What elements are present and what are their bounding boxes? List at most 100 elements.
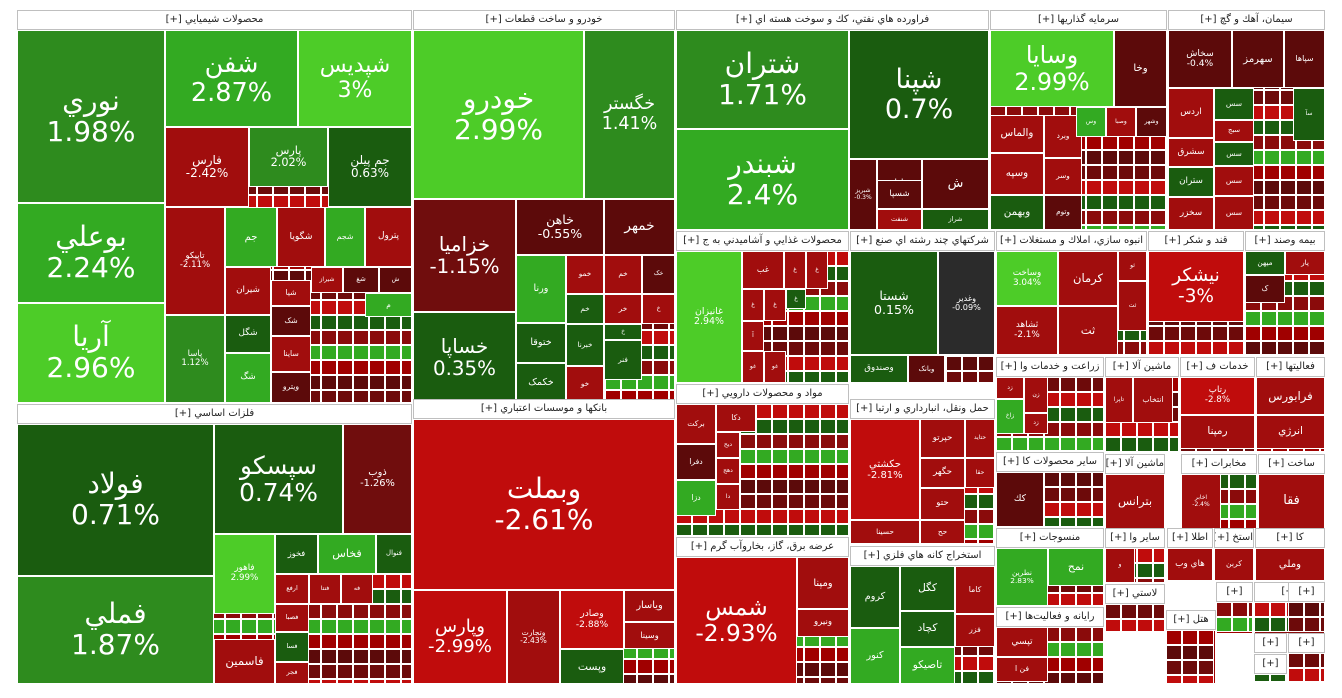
sector-title[interactable]: مخابرات [+] (1181, 454, 1257, 474)
stock-tile[interactable]: خودرو 2.99% (413, 30, 584, 199)
sector-title[interactable]: سرمايه گذاريها [+] (990, 10, 1167, 30)
sector-22[interactable]: مخابرات [+] اخابر -2.4% (1181, 454, 1257, 529)
stock-tile[interactable]: حكشتي -2.81% (850, 419, 920, 520)
stock-tile[interactable]: يار (1285, 251, 1325, 275)
stock-tile[interactable]: ارفع (275, 574, 309, 604)
stock-tile[interactable]: كربن (1214, 548, 1254, 581)
stock-tile[interactable]: وصبا (1106, 107, 1136, 137)
stock-tile[interactable]: شسپا (877, 180, 922, 209)
sector-title[interactable]: محصولات غذايي و آشاميدني به ج [+] (676, 231, 849, 251)
sector-title[interactable]: سيمان، آهك و گچ [+] (1168, 10, 1325, 30)
stock-tile[interactable]: حپرتو (920, 419, 965, 458)
stock-tile[interactable]: وخا (1114, 30, 1167, 107)
stock-tile[interactable]: وپارس -2.99% (413, 590, 507, 684)
stock-tile[interactable]: غب (742, 251, 784, 289)
stock-tile[interactable]: فاسمين (214, 639, 275, 684)
stock-tile[interactable]: خمو (566, 255, 604, 294)
sector-title[interactable]: [+] (1216, 582, 1253, 602)
sector-37[interactable]: [+] (1288, 633, 1325, 682)
stock-tile[interactable]: ساينا (271, 336, 311, 372)
stock-tile[interactable]: سشرق (1168, 138, 1214, 167)
sector-13[interactable]: عرضه برق، گاز، بخاروآب گرم [+] شمس -2.93% و… (676, 537, 849, 684)
stock-tile[interactable]: شيراز (311, 267, 343, 293)
stock-tile[interactable]: تاپيكو -2.11% (165, 207, 225, 315)
stock-tile[interactable]: سس (1214, 88, 1254, 120)
stock-tile[interactable]: اردس (1168, 88, 1214, 138)
sector-title[interactable]: رايانه و فعاليت‌ها [+] (996, 607, 1104, 627)
stock-tile[interactable]: زد (1024, 413, 1048, 434)
stock-tile[interactable]: فرابورس (1256, 377, 1325, 415)
stock-tile[interactable]: سس (1214, 166, 1254, 196)
stock-tile[interactable]: شيا (271, 280, 311, 306)
stock-tile[interactable]: ثت (1118, 281, 1147, 331)
stock-tile[interactable]: ونيرو (797, 609, 849, 637)
stock-tile[interactable]: خساپا 0.35% (413, 312, 516, 403)
sector-0[interactable]: محصولات شيميايي [+] نوري 1.98% شفن 2.87% شپدي… (17, 10, 412, 403)
stock-tile[interactable]: وصندوق (850, 355, 908, 383)
sector-title[interactable]: خدمات ف [+] (1180, 357, 1255, 377)
stock-tile[interactable]: غ (786, 289, 806, 309)
sector-title[interactable]: ساخت [+] (1258, 454, 1325, 474)
stock-tile[interactable]: حسينا (850, 520, 920, 544)
sector-title[interactable]: فلزات اساسي [+] (17, 404, 412, 424)
stock-tile[interactable]: خ (642, 294, 675, 324)
stock-tile[interactable]: فصبا (275, 604, 309, 632)
stock-tile[interactable]: زد (996, 377, 1024, 399)
stock-tile[interactable]: غ (742, 289, 764, 321)
stock-tile[interactable]: وبملت -2.61% (413, 419, 675, 590)
stock-tile[interactable]: م (365, 293, 412, 317)
stock-tile[interactable]: فجر (275, 662, 309, 684)
stock-tile[interactable]: وغدير -0.09% (938, 251, 995, 355)
stock-tile[interactable]: خاهن -0.55% (516, 199, 604, 255)
stock-tile[interactable]: اخابر -2.4% (1181, 474, 1221, 529)
stock-tile[interactable]: خمهر (604, 199, 675, 255)
stock-tile[interactable]: هاي وب (1167, 548, 1213, 581)
stock-tile[interactable]: وبهمن (990, 195, 1044, 230)
stock-tile[interactable]: وسر (1044, 158, 1082, 195)
sector-1[interactable]: خودرو و ساخت قطعات [+] خودرو 2.99% خگستر 1.4… (413, 10, 675, 403)
stock-tile[interactable]: شک (271, 306, 311, 336)
stock-tile[interactable]: نيشكر -3% (1148, 251, 1244, 322)
sector-27[interactable]: اطلا [+] هاي وب (1167, 528, 1213, 581)
sector-16[interactable]: زراعت و خدمات وا [+] زد زن زاخ زد (996, 357, 1104, 451)
sector-20[interactable]: ساير محصولات كا [+] كك (996, 452, 1104, 527)
stock-tile[interactable]: رتاپ -2.8% (1180, 377, 1255, 415)
stock-tile[interactable]: فنر (604, 340, 642, 380)
stock-tile[interactable]: ذوب -1.26% (343, 424, 412, 534)
stock-tile[interactable]: حگهر (920, 458, 965, 488)
stock-tile[interactable]: خبرنا (566, 324, 604, 366)
sector-title[interactable]: بيمه وصند [+] (1245, 231, 1325, 251)
stock-tile[interactable]: ويترو (271, 372, 311, 403)
sector-title[interactable]: مواد و محصولات دارويي [+] (676, 384, 849, 404)
stock-tile[interactable]: سهرمز (1232, 30, 1284, 88)
sector-19[interactable]: فعاليتها [+] فرابورس انرژي (1256, 357, 1325, 453)
stock-tile[interactable]: فسا (275, 632, 309, 662)
stock-tile[interactable]: وملي (1255, 548, 1325, 581)
stock-tile[interactable]: شراز (922, 209, 989, 230)
stock-tile[interactable]: فزر (955, 614, 995, 647)
stock-tile[interactable]: وساخت 3.04% (996, 251, 1058, 306)
sector-10[interactable]: فلزات اساسي [+] فولاد 0.71% فملي 1.87% سپسكو 0… (17, 404, 412, 684)
stock-tile[interactable]: وتوم (1044, 195, 1082, 230)
stock-tile[interactable]: تپسي (996, 627, 1048, 657)
stock-tile[interactable]: ديح (716, 432, 740, 458)
sector-title[interactable]: محصولات شيميايي [+] (17, 10, 412, 30)
sector-title[interactable]: لاستي [+] (1105, 584, 1165, 604)
sector-title[interactable]: عرضه برق، گاز، بخاروآب گرم [+] (676, 537, 849, 557)
stock-tile[interactable]: شمس -2.93% (676, 557, 797, 684)
stock-tile[interactable]: غو (742, 351, 764, 383)
stock-tile[interactable]: فخوز (275, 534, 318, 574)
stock-tile[interactable]: غ (764, 289, 786, 321)
stock-tile[interactable]: شگويا (277, 207, 325, 267)
sector-title[interactable]: [+] (1254, 633, 1287, 653)
stock-tile[interactable]: سخاش -0.4% (1168, 30, 1232, 88)
stock-tile[interactable]: وس (1076, 107, 1106, 137)
sector-12[interactable]: مواد و محصولات دارويي [+] بركت دكا ديح دفرا د… (676, 384, 849, 536)
stock-tile[interactable]: خم (604, 255, 642, 294)
stock-tile[interactable]: خ (604, 324, 642, 340)
stock-tile[interactable]: وسپه (990, 153, 1044, 195)
stock-tile[interactable]: بركت (676, 404, 716, 444)
sector-title[interactable]: ماشين آلا [+] (1105, 357, 1179, 377)
sector-title[interactable]: اطلا [+] (1167, 528, 1213, 548)
stock-tile[interactable]: خگستر 1.41% (584, 30, 675, 199)
